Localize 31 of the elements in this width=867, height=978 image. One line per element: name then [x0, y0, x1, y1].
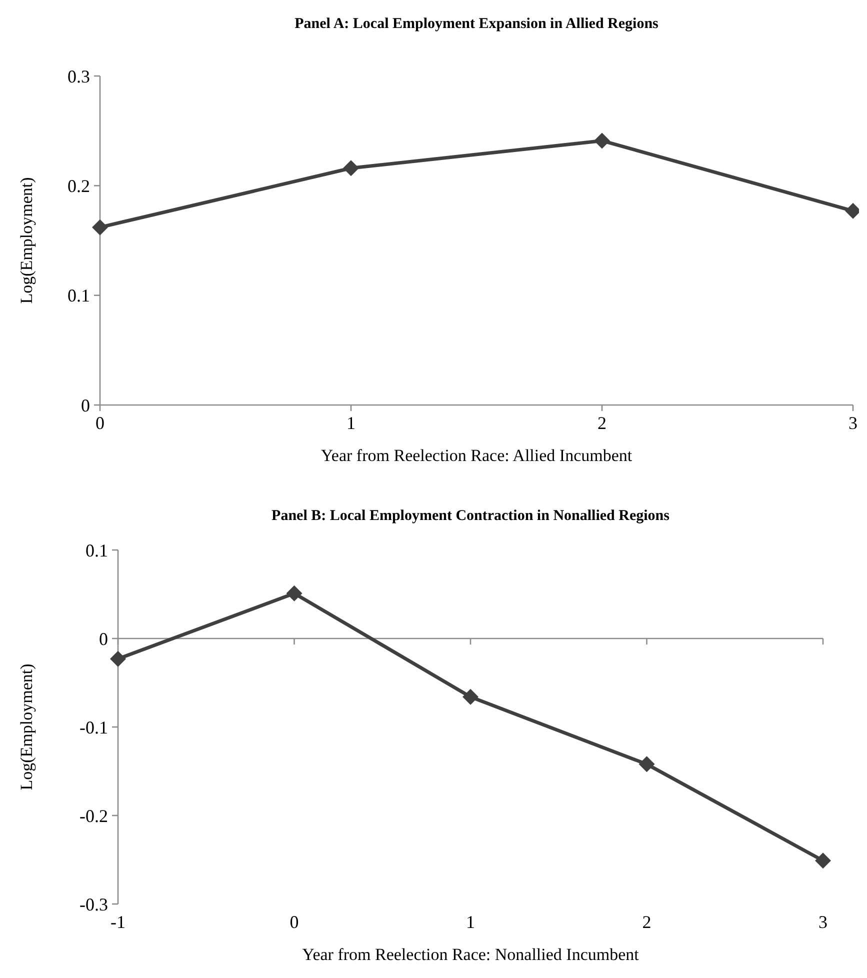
y-tick-label: 0.1: [68, 286, 90, 306]
y-axis-title: Log(Employment): [17, 177, 36, 304]
y-tick-label: 0: [81, 395, 90, 416]
x-tick-label: 1: [466, 912, 475, 932]
chart-title: Panel B: Local Employment Contraction in Nonallied Regions: [272, 508, 670, 524]
point: [594, 132, 610, 149]
y-tick-label: 0.3: [68, 66, 90, 86]
x-tick-label: 2: [642, 912, 652, 932]
y-tick-label: 0: [99, 628, 108, 649]
x-tick-label: 0: [290, 912, 299, 932]
x-tick-label: 3: [818, 912, 828, 932]
x-tick-label: 3: [848, 413, 858, 433]
y-tick-label: -0.1: [80, 717, 108, 738]
y-tick-label: -0.3: [80, 894, 108, 914]
y-tick-label: 0.2: [68, 176, 90, 196]
y-axis-title: Log(Employment): [17, 664, 36, 790]
chart-title: Panel A: Local Employment Expansion in Allied Regions: [294, 16, 659, 32]
x-axis-title: Year from Reelection Race: Nonallied Incumbent: [302, 945, 640, 964]
y-tick-label: -0.2: [80, 806, 108, 826]
point: [815, 852, 831, 869]
point: [92, 219, 108, 236]
x-tick-label: 2: [598, 413, 606, 433]
point: [286, 585, 302, 602]
point: [343, 160, 359, 176]
y-tick-label: 0.1: [86, 540, 108, 560]
point: [638, 756, 655, 772]
point: [462, 688, 478, 705]
point: [110, 650, 126, 667]
x-tick-label: 1: [346, 413, 356, 433]
x-axis-title: Year from Reelection Race: Allied Incumbent: [320, 446, 632, 465]
x-tick-label: -1: [110, 912, 126, 932]
